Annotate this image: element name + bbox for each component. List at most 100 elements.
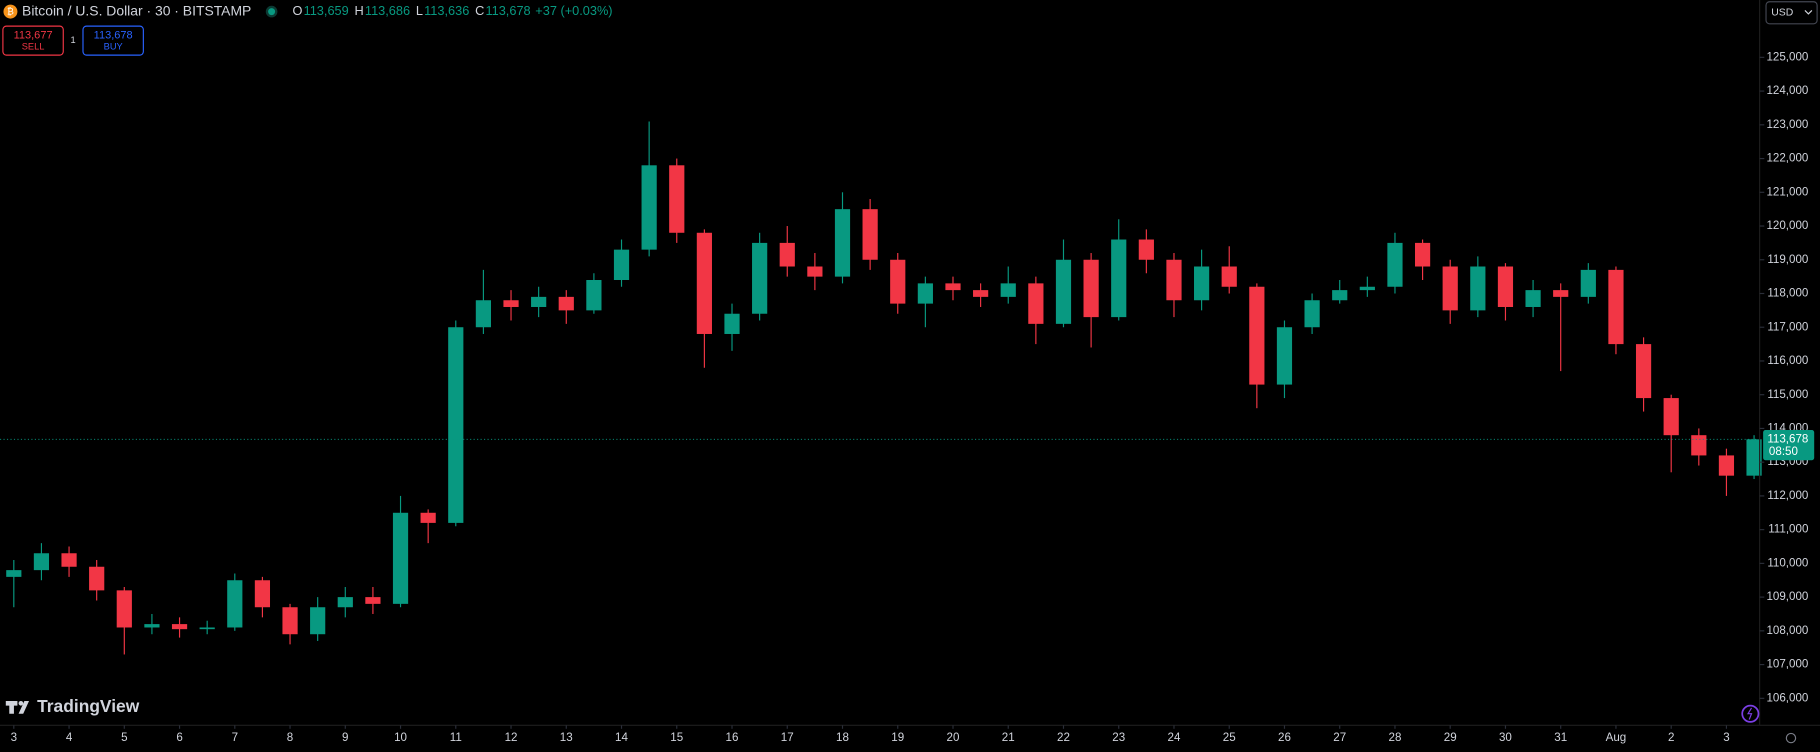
candle-body (1000, 283, 1016, 297)
candle-body (1304, 300, 1320, 328)
y-tick-label: 111,000 (1768, 523, 1808, 536)
candle-body (531, 296, 547, 307)
y-tick-label: 118,000 (1767, 287, 1808, 300)
currency-button[interactable] (1765, 1, 1818, 25)
last-price-badge (1763, 430, 1815, 461)
symbol-icon-glyph: ₿ (7, 7, 14, 17)
candle-body (973, 290, 989, 297)
x-tick-label: 6 (176, 731, 182, 744)
x-tick-label: 23 (1112, 731, 1125, 744)
symbol-icon (3, 4, 18, 19)
candle-body (1414, 242, 1431, 267)
candle-body (1580, 269, 1596, 297)
candle-body (586, 280, 602, 311)
y-tick-label: 112,000 (1767, 489, 1808, 502)
candle-body (1608, 269, 1624, 345)
y-tick-label: 121,000 (1766, 185, 1808, 198)
candle-body (613, 249, 630, 281)
x-tick-label: 22 (1057, 731, 1070, 744)
x-tick-label: 5 (121, 731, 127, 744)
candle-body (144, 624, 160, 628)
candle-body (116, 590, 132, 628)
x-tick-label: 9 (342, 731, 348, 744)
candle-body (1332, 290, 1348, 301)
x-tick-label: 3 (11, 731, 17, 744)
symbol-title[interactable]: Bitcoin / U.S. Dollar · 30 · BITSTAMP (22, 2, 251, 18)
candle-body (1111, 239, 1127, 318)
ohlc-value: 113,678 (485, 3, 530, 18)
sell-button[interactable] (2, 25, 64, 56)
y-tick-label: 107,000 (1766, 658, 1808, 671)
market-status-dot (268, 8, 276, 16)
y-tick-label: 120,000 (1766, 219, 1808, 232)
candle-body (779, 242, 795, 267)
settings-icon[interactable] (1785, 732, 1797, 744)
brand-name[interactable]: TradingView (37, 696, 140, 716)
candle-body (365, 597, 381, 604)
countdown: 08:50 (1769, 445, 1798, 458)
candle-body (254, 580, 271, 608)
candle-body (1138, 239, 1154, 260)
ohlc-key: L (416, 3, 423, 18)
x-tick-label: 13 (560, 731, 573, 744)
y-tick-label: 123,000 (1766, 118, 1808, 131)
x-tick-label: 3 (1723, 731, 1729, 744)
x-tick-label: 29 (1444, 731, 1457, 744)
candle-body (1470, 266, 1486, 311)
candle-body (1553, 290, 1569, 297)
candle-body (1166, 259, 1182, 301)
ohlc-legend: O 113,659 H 113,686 L 113,636 C 113,678 +37 (+0.… (293, 3, 613, 18)
candle-body (89, 566, 105, 591)
candle-body (862, 209, 878, 260)
ohlc-value: 113,686 (365, 3, 410, 18)
candle-body (6, 570, 22, 577)
buy-button[interactable] (82, 25, 144, 56)
y-tick-label: 106,000 (1766, 691, 1808, 704)
x-tick-label: 11 (450, 731, 462, 744)
candle-body (1055, 259, 1072, 324)
y-tick-label: 115,000 (1767, 388, 1808, 401)
candle-body (392, 512, 409, 604)
quantity[interactable]: 1 (71, 35, 76, 45)
x-tick-label: 4 (66, 731, 73, 744)
candle-body (61, 553, 77, 567)
candle-body (834, 209, 851, 277)
candle-body (1387, 242, 1403, 287)
candle-body (310, 607, 326, 635)
candle-body (945, 283, 961, 291)
x-tick-label: 18 (836, 731, 849, 744)
candle-body (1691, 435, 1707, 456)
y-tick-label: 119,000 (1767, 253, 1808, 266)
candle-body (1497, 266, 1514, 307)
candle-body (1359, 286, 1375, 291)
x-tick-label: 7 (232, 731, 238, 744)
candle-body (696, 232, 712, 334)
candle-body (448, 327, 464, 523)
candle-body (171, 624, 188, 630)
y-tick-label: 108,000 (1766, 624, 1808, 637)
y-tick-label: 122,000 (1766, 152, 1808, 165)
ohlc-key: H (355, 3, 364, 18)
brand-icon (5, 700, 30, 714)
candle-body (420, 512, 436, 523)
ohlc-value: 113,659 (304, 3, 349, 18)
candle-body (1746, 439, 1762, 476)
buy-label: BUY (104, 41, 123, 51)
x-tick-label: 20 (947, 731, 960, 744)
candle-body (282, 607, 298, 635)
lightning-icon[interactable] (1741, 704, 1760, 723)
ohlc-change: +37 (+0.03%) (535, 3, 612, 18)
plot-area (0, 121, 1762, 655)
x-tick-label: 10 (394, 731, 407, 744)
x-tick-label: 26 (1278, 731, 1291, 744)
buy-price: 113,678 (94, 29, 133, 41)
candle-body (724, 313, 740, 334)
sell-label: SELL (22, 41, 45, 51)
x-tick-label: 15 (670, 731, 683, 744)
x-tick-label: 21 (1002, 731, 1015, 744)
candle-body (917, 283, 933, 304)
y-tick-label: 124,000 (1766, 84, 1808, 97)
